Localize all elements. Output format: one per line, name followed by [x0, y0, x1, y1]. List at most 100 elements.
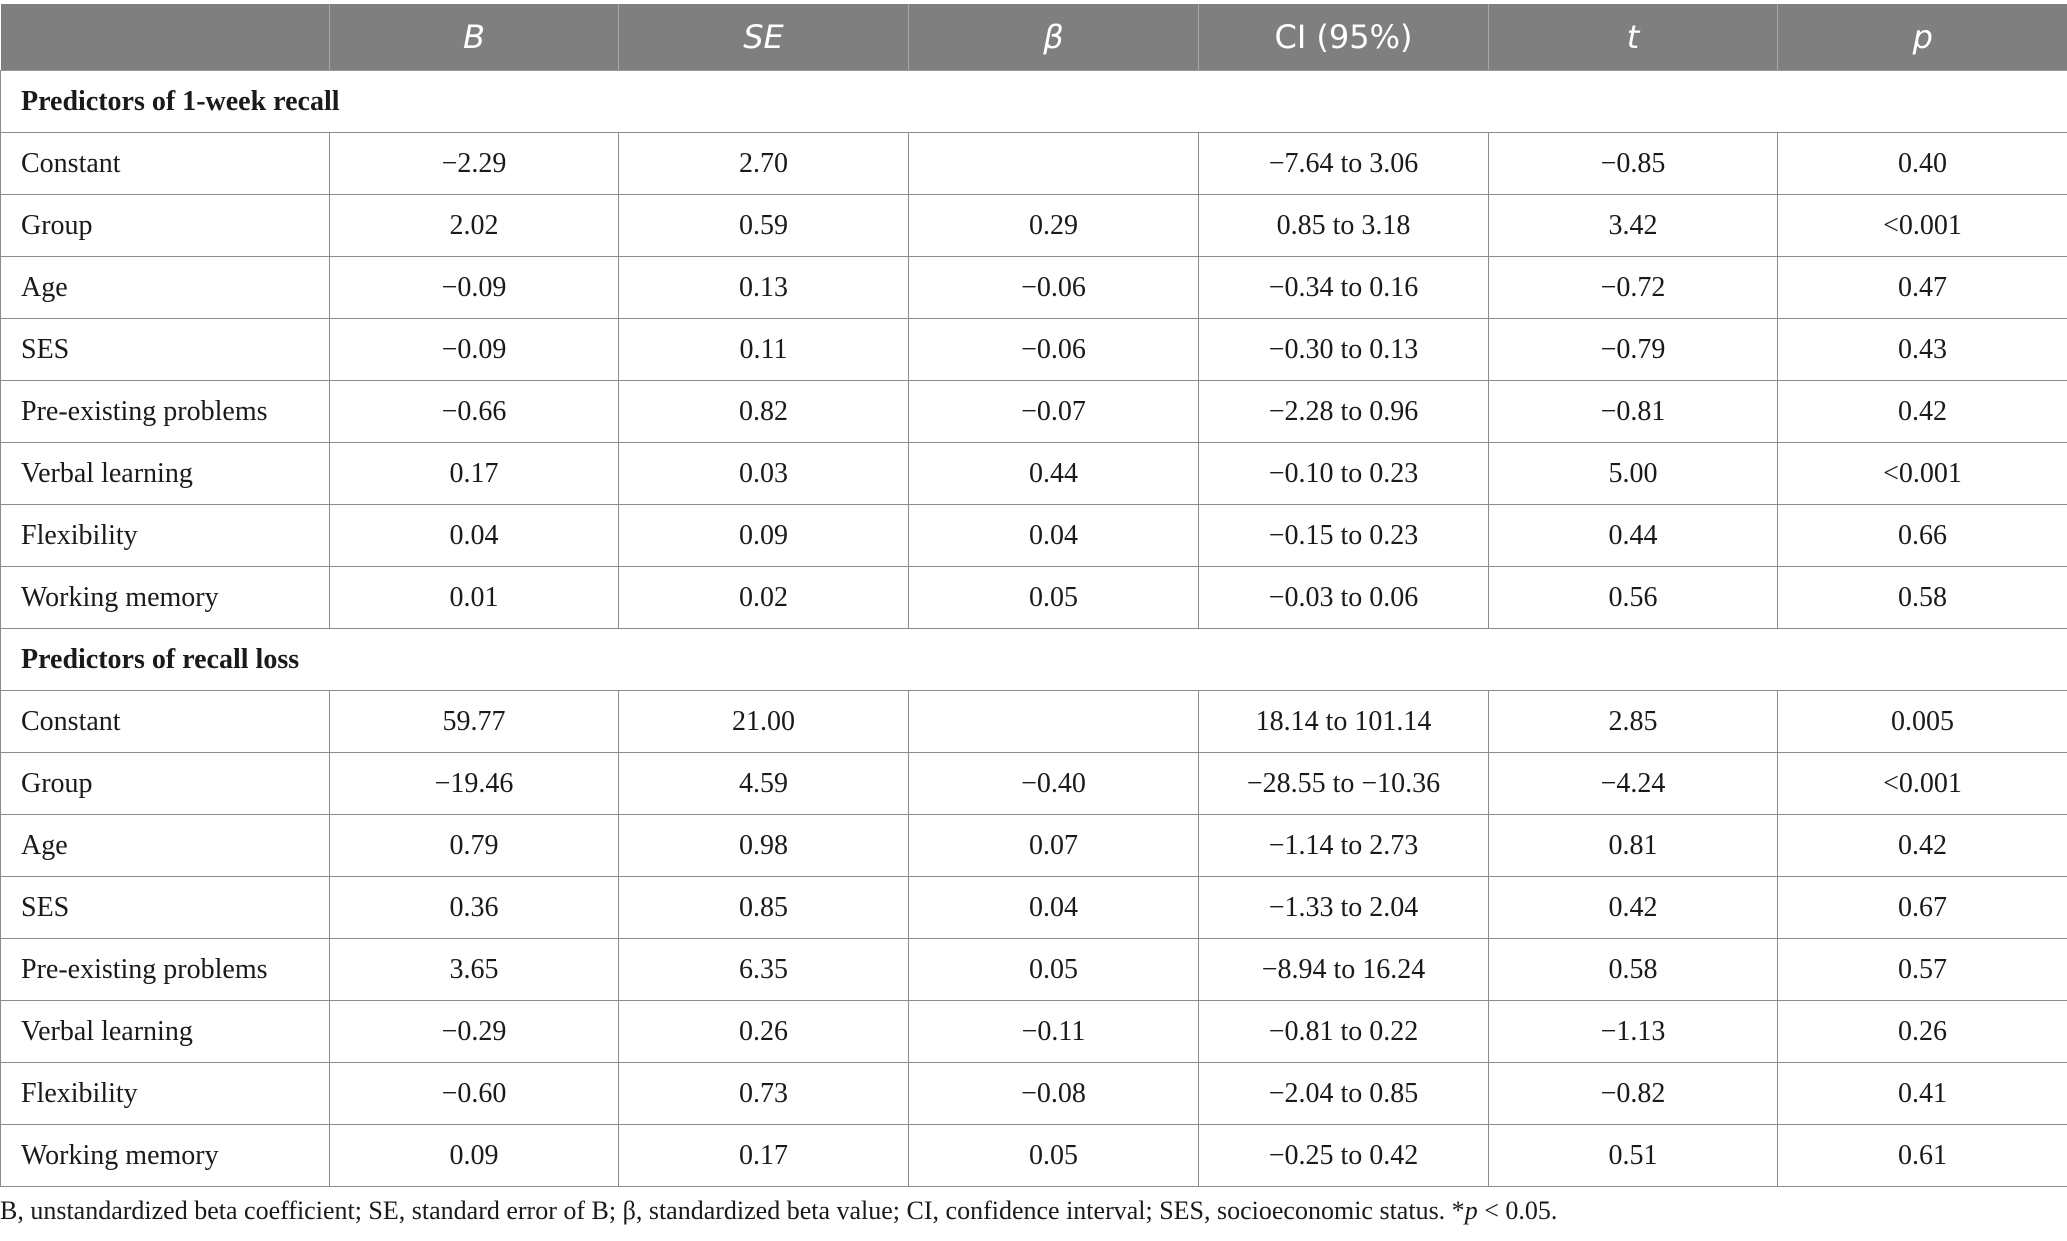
- cell-se: 0.02: [618, 566, 909, 629]
- cell-se: 0.09: [618, 504, 909, 567]
- cell-se: 0.98: [618, 814, 909, 877]
- cell-beta: 0.05: [908, 1124, 1199, 1187]
- cell-beta: −0.11: [908, 1000, 1199, 1063]
- header-se: SE: [618, 4, 909, 71]
- cell-ci: 0.85 to 3.18: [1198, 194, 1489, 257]
- cell-se: 21.00: [618, 690, 909, 753]
- cell-b: −0.29: [329, 1000, 619, 1063]
- cell-p: 0.67: [1777, 876, 2067, 939]
- cell-beta: −0.40: [908, 752, 1199, 815]
- cell-ci: −0.10 to 0.23: [1198, 442, 1489, 505]
- cell-se: 0.17: [618, 1124, 909, 1187]
- cell-t: −1.13: [1488, 1000, 1778, 1063]
- section-header-row: Predictors of 1-week recall: [0, 70, 2067, 133]
- cell-beta: [908, 690, 1199, 753]
- cell-se: 0.13: [618, 256, 909, 319]
- cell-b: 59.77: [329, 690, 619, 753]
- header-predictor: [0, 4, 330, 71]
- cell-b: −0.09: [329, 256, 619, 319]
- cell-b: 0.01: [329, 566, 619, 629]
- cell-b: −0.66: [329, 380, 619, 443]
- cell-ci: −2.04 to 0.85: [1198, 1062, 1489, 1125]
- cell-predictor: Age: [0, 814, 330, 877]
- table-body: Predictors of 1-week recall Constant −2.29…: [0, 70, 2067, 1187]
- cell-t: −4.24: [1488, 752, 1778, 815]
- section-header-row: Predictors of recall loss: [0, 628, 2067, 691]
- table-row: Flexibility 0.04 0.09 0.04 −0.15 to 0.23 0.44…: [0, 504, 2067, 567]
- cell-p: 0.43: [1777, 318, 2067, 381]
- cell-se: 0.11: [618, 318, 909, 381]
- cell-ci: −28.55 to −10.36: [1198, 752, 1489, 815]
- cell-b: 2.02: [329, 194, 619, 257]
- cell-predictor: Working memory: [0, 566, 330, 629]
- cell-beta: −0.07: [908, 380, 1199, 443]
- cell-beta: 0.05: [908, 566, 1199, 629]
- cell-t: 0.42: [1488, 876, 1778, 939]
- cell-se: 0.59: [618, 194, 909, 257]
- cell-t: 0.81: [1488, 814, 1778, 877]
- cell-t: −0.82: [1488, 1062, 1778, 1125]
- cell-p: <0.001: [1777, 752, 2067, 815]
- table-row: Flexibility −0.60 0.73 −0.08 −2.04 to 0.85 −0…: [0, 1062, 2067, 1125]
- cell-ci: −2.28 to 0.96: [1198, 380, 1489, 443]
- cell-beta: −0.06: [908, 318, 1199, 381]
- cell-predictor: Flexibility: [0, 1062, 330, 1125]
- table-footnote: B, unstandardized beta coefficient; SE, …: [0, 1196, 1557, 1226]
- cell-se: 0.26: [618, 1000, 909, 1063]
- header-b: B: [329, 4, 619, 71]
- cell-b: 0.09: [329, 1124, 619, 1187]
- cell-t: 3.42: [1488, 194, 1778, 257]
- regression-table-container: B SE β CI (95%) t p Predictors of 1-week…: [0, 4, 2067, 1187]
- cell-beta: 0.04: [908, 504, 1199, 567]
- cell-predictor: Constant: [0, 690, 330, 753]
- cell-p: 0.57: [1777, 938, 2067, 1001]
- cell-ci: −7.64 to 3.06: [1198, 132, 1489, 195]
- footnote-text: B, unstandardized beta coefficient; SE, …: [0, 1196, 1465, 1225]
- cell-beta: 0.04: [908, 876, 1199, 939]
- cell-t: −0.72: [1488, 256, 1778, 319]
- cell-beta: 0.07: [908, 814, 1199, 877]
- table-row: Verbal learning −0.29 0.26 −0.11 −0.81 to 0.…: [0, 1000, 2067, 1063]
- cell-predictor: Verbal learning: [0, 442, 330, 505]
- cell-ci: −8.94 to 16.24: [1198, 938, 1489, 1001]
- header-beta: β: [908, 4, 1199, 71]
- header-t: t: [1488, 4, 1778, 71]
- table-row: Constant −2.29 2.70 −7.64 to 3.06 −0.85 0.40: [0, 132, 2067, 195]
- cell-p: <0.001: [1777, 194, 2067, 257]
- cell-t: 0.56: [1488, 566, 1778, 629]
- cell-beta: −0.08: [908, 1062, 1199, 1125]
- cell-b: −2.29: [329, 132, 619, 195]
- footnote-threshold: < 0.05.: [1477, 1196, 1558, 1225]
- cell-predictor: SES: [0, 318, 330, 381]
- header-p: p: [1777, 4, 2067, 71]
- cell-ci: −0.25 to 0.42: [1198, 1124, 1489, 1187]
- cell-se: 6.35: [618, 938, 909, 1001]
- cell-b: −0.60: [329, 1062, 619, 1125]
- table-row: Working memory 0.01 0.02 0.05 −0.03 to 0.06 0…: [0, 566, 2067, 629]
- cell-ci: 18.14 to 101.14: [1198, 690, 1489, 753]
- cell-t: −0.79: [1488, 318, 1778, 381]
- cell-p: 0.66: [1777, 504, 2067, 567]
- cell-p: 0.41: [1777, 1062, 2067, 1125]
- cell-predictor: Pre-existing problems: [0, 938, 330, 1001]
- cell-ci: −1.33 to 2.04: [1198, 876, 1489, 939]
- cell-p: 0.42: [1777, 814, 2067, 877]
- cell-predictor: Working memory: [0, 1124, 330, 1187]
- table-row: Group 2.02 0.59 0.29 0.85 to 3.18 3.42 <0.001: [0, 194, 2067, 257]
- cell-ci: −0.30 to 0.13: [1198, 318, 1489, 381]
- cell-se: 0.82: [618, 380, 909, 443]
- cell-b: −19.46: [329, 752, 619, 815]
- cell-p: 0.40: [1777, 132, 2067, 195]
- cell-t: −0.85: [1488, 132, 1778, 195]
- cell-p: 0.42: [1777, 380, 2067, 443]
- cell-se: 2.70: [618, 132, 909, 195]
- table-row: SES 0.36 0.85 0.04 −1.33 to 2.04 0.42 0.67: [0, 876, 2067, 939]
- cell-t: 0.51: [1488, 1124, 1778, 1187]
- cell-se: 4.59: [618, 752, 909, 815]
- cell-beta: [908, 132, 1199, 195]
- table-row: Group −19.46 4.59 −0.40 −28.55 to −10.36 −4.2…: [0, 752, 2067, 815]
- section-title: Predictors of 1-week recall: [0, 70, 2067, 133]
- cell-t: 0.44: [1488, 504, 1778, 567]
- cell-predictor: Pre-existing problems: [0, 380, 330, 443]
- cell-se: 0.85: [618, 876, 909, 939]
